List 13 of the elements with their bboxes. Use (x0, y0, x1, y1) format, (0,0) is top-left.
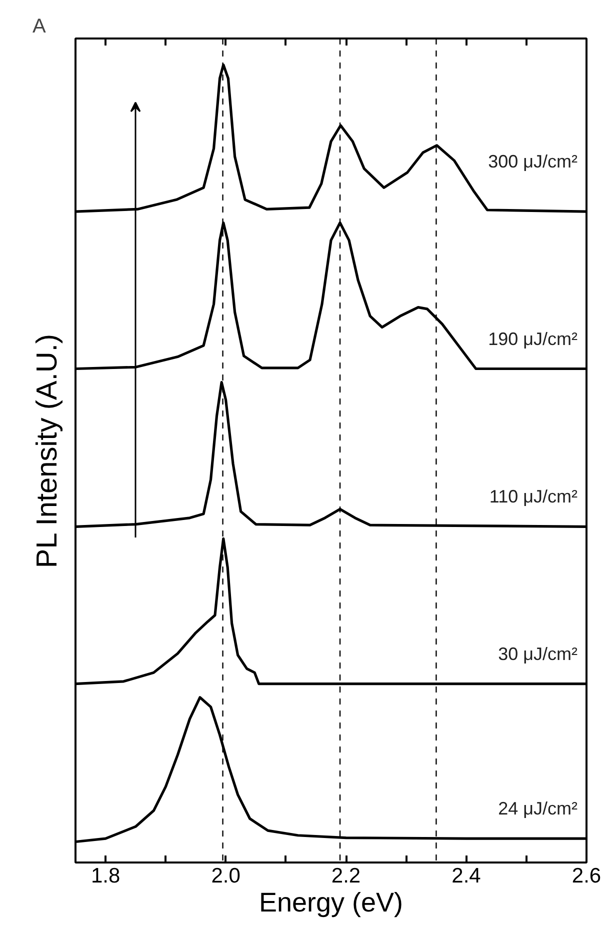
x-tick-label: 2.2 (331, 864, 361, 888)
x-tick-label: 1.8 (90, 864, 120, 888)
x-tick-label: 2.6 (572, 864, 602, 888)
series-label: 110 μJ/cm² (489, 486, 578, 507)
x-tick-label: 2.0 (211, 864, 240, 888)
text: A (32, 16, 46, 38)
series-label: 30 μJ/cm² (498, 644, 578, 664)
series-label: 24 μJ/cm² (498, 798, 578, 819)
series-label: 190 μJ/cm² (488, 328, 578, 349)
y-axis-title: PL Intensity (A.U.) (32, 334, 64, 568)
series-label: 300 μJ/cm² (488, 152, 578, 172)
x-axis-title: Energy (eV) (258, 888, 404, 918)
x-tick-label: 2.4 (452, 864, 482, 888)
